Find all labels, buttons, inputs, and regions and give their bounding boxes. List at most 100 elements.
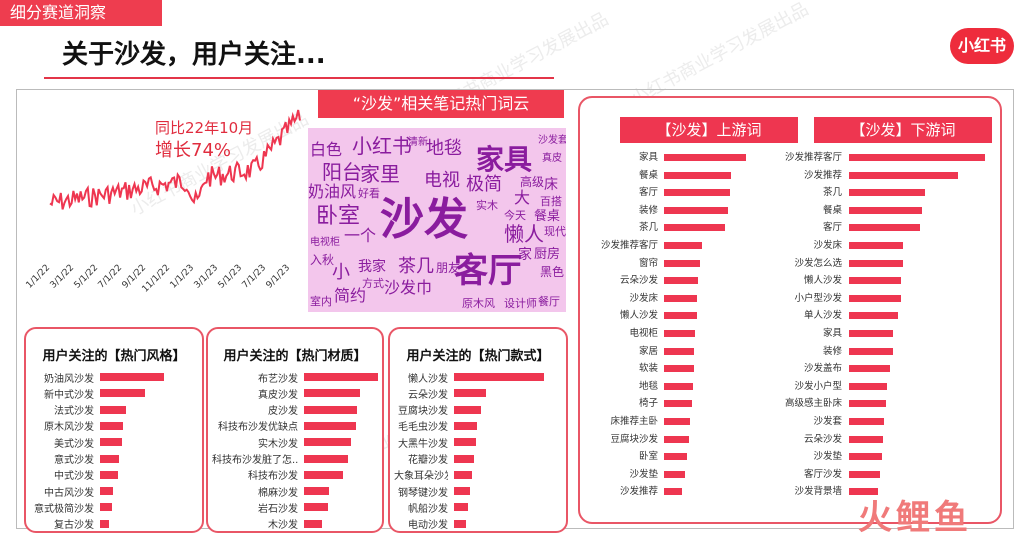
bar-row: 中古风沙发: [30, 483, 113, 499]
bar: [454, 519, 466, 528]
downstream-label: 单人沙发: [803, 310, 842, 322]
downstream-bar: [849, 224, 920, 232]
bar: [100, 503, 112, 512]
downstream-label: 沙发小户型: [794, 380, 842, 392]
downstream-label: 沙发推荐: [803, 169, 842, 181]
bar-label: 复古沙发: [54, 520, 94, 532]
bar-label: 岩石沙发: [258, 503, 298, 515]
bar: [100, 470, 118, 479]
cloud-word: 家: [518, 247, 532, 263]
upstream-bar: [664, 382, 693, 390]
bar-row: 岩石沙发: [212, 499, 328, 515]
cloud-word: 入秋: [310, 253, 335, 267]
upstream-bar: [664, 224, 725, 232]
downstream-bar: [849, 347, 893, 355]
downstream-label: 懒人沙发: [803, 275, 842, 287]
bar-label: 云朵沙发: [408, 389, 448, 401]
cloud-word: 沙发: [380, 194, 468, 245]
bar-label: 奶油风沙发: [44, 373, 94, 385]
upstream-bar: [664, 470, 686, 478]
wordcloud: 沙发 客厅 家具 小红书 白色 地毯 家里 电视 极简 阳台 奶油风 卧室 懒人 我家 茶几 沙发巾 简约 小 厨房…: [308, 128, 566, 312]
bar-label: 实木沙发: [258, 438, 298, 450]
bar-label: 豆腐块沙发: [398, 406, 448, 418]
bar-label: 花瓣沙发: [408, 455, 448, 466]
bar: [304, 389, 360, 398]
bar-row: 科技布沙发: [212, 467, 344, 483]
bar: [454, 503, 468, 512]
cloud-word: 真皮: [542, 153, 562, 164]
bar-label: 毛毛虫沙发: [398, 422, 448, 434]
bar-row: 新中式沙发: [30, 385, 145, 401]
bar-label: 新中式沙发: [44, 389, 94, 401]
bar-label: 大象耳朵沙发: [394, 471, 448, 483]
upstream-bar: [664, 259, 701, 267]
downstream-bar: [849, 435, 883, 443]
trend-line: [49, 109, 301, 210]
cloud-word: 实木: [476, 199, 498, 212]
bar-label: 原木风沙发: [44, 422, 94, 434]
downstream-header: 【沙发】下游词: [814, 117, 992, 143]
material-panel-title: 用户关注的【热门材质】: [223, 349, 367, 364]
downstream-bar: [849, 171, 958, 179]
bar-row: 奶油风沙发: [30, 369, 164, 385]
downstream-bar: [849, 189, 926, 197]
bar-row: 布艺沙发: [212, 369, 378, 385]
bar: [304, 454, 349, 463]
bar-label: 真皮沙发: [258, 389, 298, 401]
bar: [100, 405, 126, 414]
upstream-header: 【沙发】上游词: [620, 117, 798, 143]
upstream-bar: [664, 277, 699, 285]
upstream-label: 地毯: [638, 380, 658, 392]
cloud-word: 卧室: [316, 204, 361, 229]
bar-label: 中古风沙发: [44, 487, 94, 499]
bar: [304, 519, 322, 528]
bar-label: 科技布沙发: [248, 471, 298, 483]
cloud-word: 小红书: [352, 134, 412, 158]
bar-row: 法式沙发: [30, 402, 126, 418]
bar-row: 科技布沙发脏了怎...: [212, 451, 349, 467]
bar: [454, 454, 474, 463]
bar-label: 意式极简沙发: [34, 503, 94, 515]
upstream-label: 床推荐主卧: [610, 416, 658, 427]
bar: [304, 438, 352, 447]
cloud-word: 一个: [344, 226, 377, 245]
bar-label: 电动沙发: [408, 520, 448, 532]
bar-row: 豆腐块沙发: [394, 402, 481, 418]
upstream-label: 豆腐块沙发: [610, 433, 658, 445]
downstream-bar: [849, 277, 901, 285]
upstream-bar: [664, 154, 746, 161]
bar-row: 意式极简沙发: [30, 499, 112, 515]
cloud-word: 原木风: [462, 297, 495, 310]
bar-label: 意式沙发: [54, 455, 94, 466]
material-panel: 用户关注的【热门材质】 布艺沙发 真皮沙发 皮沙发 科技布沙发优缺点 实木沙发 科技布沙发…: [206, 327, 384, 533]
cloud-word: 小: [332, 262, 350, 283]
bar-row: 棉麻沙发: [212, 483, 330, 499]
bar-label: 科技布沙发脏了怎...: [212, 455, 298, 466]
downstream-label: 家具: [822, 328, 842, 339]
bar-label: 中式沙发: [54, 471, 94, 483]
style-panel: 用户关注的【热门风格】 奶油风沙发新中式沙发 法式沙发原木风沙发 美式沙发意式沙发中…: [24, 327, 204, 533]
upstream-bar: [664, 418, 691, 425]
trend-growth-label: 增长74%: [155, 140, 232, 161]
trend-x-tick: 5/1/22: [73, 263, 101, 291]
upstream-label: 沙发垫: [629, 468, 658, 480]
cloud-word: 黑色: [540, 265, 565, 279]
bar: [100, 438, 122, 447]
cloud-word: 懒人: [504, 222, 544, 246]
upstream-label: 沙发推荐客厅: [600, 240, 658, 251]
type-panel: 用户关注的【热门款式】 懒人沙发 云朵沙发 豆腐块沙发 毛毛虫沙发 大黑牛沙发 花瓣沙发大…: [388, 327, 568, 533]
bar: [454, 421, 478, 430]
cloud-word: 方式: [362, 277, 384, 290]
downstream-label: 高级感主卧床: [784, 398, 842, 410]
upstream-label: 软装: [638, 363, 658, 375]
cloud-word: 现代: [544, 225, 566, 238]
downstream-label: 茶几: [822, 187, 842, 199]
trend-x-tick: 3/1/22: [49, 263, 77, 291]
upstream-label: 餐桌: [638, 169, 658, 181]
trend-x-tick: 7/1/22: [97, 263, 125, 291]
bar: [454, 438, 476, 447]
cloud-word: 餐厅: [538, 295, 560, 308]
style-panel-title: 用户关注的【热门风格】: [42, 349, 186, 364]
bar-row: 美式沙发: [30, 434, 122, 450]
bar-label: 皮沙发: [268, 406, 298, 418]
